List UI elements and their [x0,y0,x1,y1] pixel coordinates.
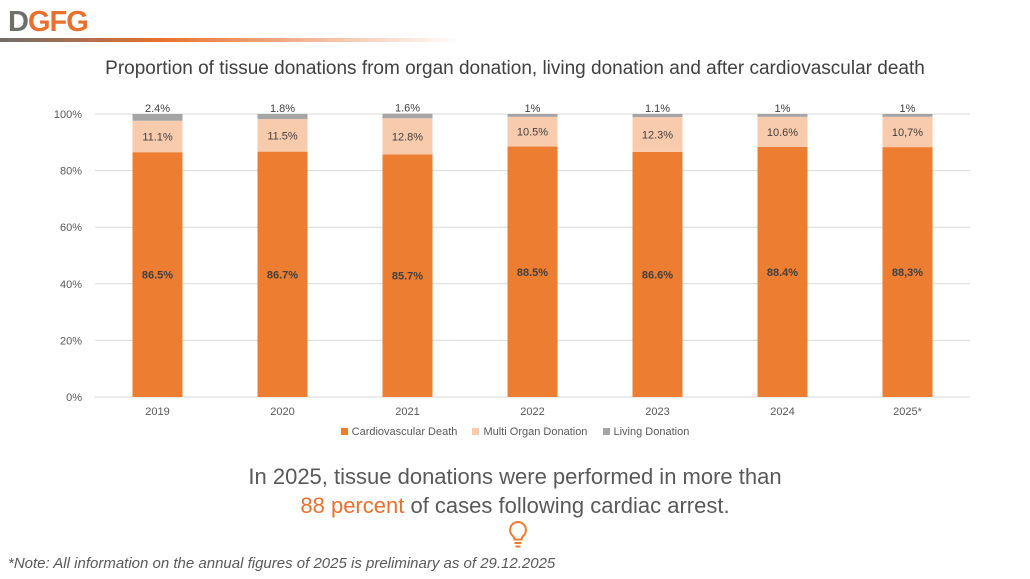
data-label: 86.7% [267,269,298,281]
bar-segment-living-donation [257,114,308,120]
data-label: 86.5% [142,270,173,282]
y-tick-label: 20% [60,335,82,347]
data-label: 2.4% [145,103,170,115]
x-tick-label: 2025* [893,406,922,418]
bar-segment-living-donation [632,114,683,118]
bar-segment-multi-organ-donation [507,116,558,147]
x-tick-label: 2024 [770,406,794,418]
bar-segment-cardiovascular-death [382,154,433,397]
bar-segment-cardiovascular-death [132,152,183,397]
message-line2: of cases following cardiac arrest. [404,493,730,518]
lightbulb-icon [509,520,527,548]
data-label: 10.6% [767,127,798,139]
data-label: 1.1% [645,103,670,115]
bar-segment-multi-organ-donation [382,118,433,155]
y-tick-label: 60% [60,222,82,234]
data-label: 88.4% [767,267,798,279]
bar-segment-living-donation [507,114,558,117]
bar-segment-cardiovascular-death [507,146,558,397]
data-label: 10.5% [517,127,548,139]
bar-segment-living-donation [382,113,433,119]
bar-segment-cardiovascular-death [632,151,683,397]
y-tick-label: 40% [60,279,82,291]
message-line1: In 2025, tissue donations were performed… [248,464,782,489]
x-tick-label: 2019 [145,406,169,418]
chart-title: Proportion of tissue donations from orga… [105,58,925,79]
legend: Cardiovascular Death Multi Organ Donatio… [0,426,1030,438]
data-label: 11.1% [142,131,173,143]
x-tick-label: 2023 [645,406,669,418]
x-tick-label: 2021 [395,406,419,418]
data-label: 86.6% [642,269,673,281]
y-tick-label: 80% [60,166,82,178]
message-highlight: 88 percent [300,493,405,518]
footnote: *Note: All information on the annual fig… [8,555,556,572]
data-label: 88.5% [517,267,548,279]
legend-item-cardiovascular: Cardiovascular Death [340,426,457,438]
x-tick-label: 2022 [520,406,544,418]
data-label: 1.6% [395,103,420,115]
dgfg-logo: DGFG [8,6,89,38]
data-label: 1% [900,103,916,115]
bar-segment-multi-organ-donation [757,116,808,147]
y-tick-label: 100% [54,109,82,121]
bar-segment-cardiovascular-death [882,147,933,397]
legend-item-multi-organ: Multi Organ Donation [472,426,587,438]
data-label: 1% [775,103,791,115]
x-tick-label: 2020 [270,406,294,418]
legend-item-living: Living Donation [602,426,689,438]
bar-segment-cardiovascular-death [257,151,308,397]
data-label: 10,7% [892,127,923,139]
bar-segment-living-donation [882,114,933,117]
bar-segment-living-donation [757,114,808,117]
data-label: 12.3% [642,130,673,142]
bar-segment-multi-organ-donation [257,119,308,152]
bar-segment-living-donation [132,114,183,121]
data-label: 1% [525,103,541,115]
y-tick-label: 0% [66,392,82,404]
bar-segment-multi-organ-donation [882,116,933,148]
data-label: 12.8% [392,131,423,143]
key-message: In 2025, tissue donations were performed… [0,462,1030,520]
data-label: 88,3% [892,267,923,279]
data-label: 11.5% [267,130,298,142]
data-label: 85.7% [392,271,423,283]
data-label: 1.8% [270,103,295,115]
bar-segment-cardiovascular-death [757,146,808,397]
bar-segment-multi-organ-donation [632,117,683,152]
bar-segment-multi-organ-donation [132,120,183,153]
header-rule [0,38,460,42]
